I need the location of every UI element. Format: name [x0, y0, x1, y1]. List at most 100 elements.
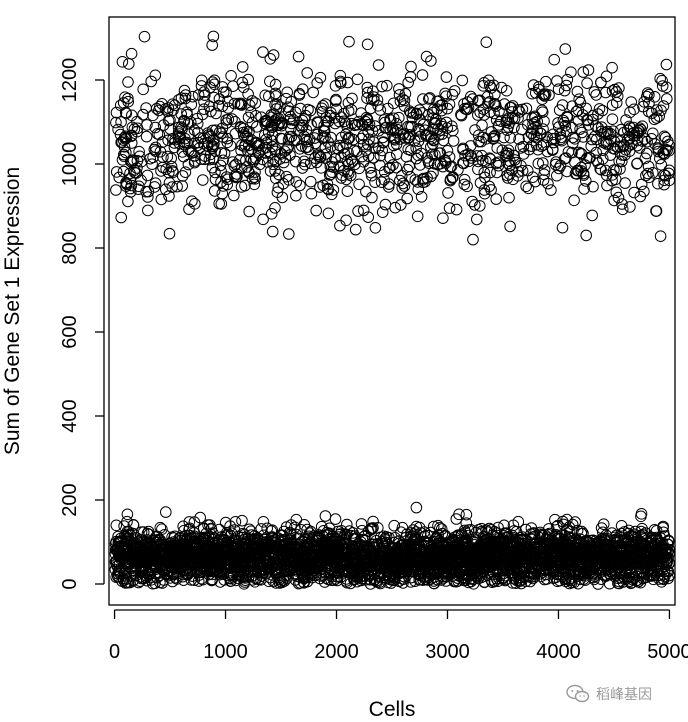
data-point	[206, 541, 218, 553]
data-point	[419, 530, 431, 543]
data-point	[147, 534, 160, 547]
data-point	[209, 173, 222, 186]
data-point	[353, 178, 365, 191]
data-point	[575, 161, 587, 174]
data-point	[456, 74, 469, 87]
data-point	[269, 165, 281, 177]
data-point	[447, 171, 459, 183]
data-point	[485, 184, 497, 196]
data-point	[195, 80, 208, 92]
data-point	[558, 153, 571, 165]
data-point	[501, 564, 513, 577]
data-point	[185, 98, 198, 111]
data-point	[490, 572, 503, 585]
data-point	[149, 121, 162, 134]
data-point	[473, 135, 485, 148]
data-point	[225, 548, 238, 560]
data-point	[198, 103, 210, 115]
data-point	[155, 193, 168, 206]
data-point	[278, 525, 290, 538]
data-point	[379, 532, 392, 545]
data-point	[459, 548, 471, 560]
data-point	[140, 541, 153, 554]
data-point	[172, 130, 185, 142]
data-point	[520, 180, 532, 193]
data-point	[481, 533, 494, 546]
data-point	[443, 151, 456, 163]
data-point	[595, 163, 607, 176]
data-point	[609, 534, 621, 547]
data-point	[230, 158, 242, 171]
data-point	[114, 567, 126, 580]
data-point	[447, 135, 460, 147]
data-point	[631, 158, 643, 170]
data-point	[519, 550, 532, 562]
data-point	[119, 577, 132, 589]
data-point	[598, 561, 611, 574]
data-point	[230, 168, 243, 180]
data-point	[264, 165, 277, 177]
data-point	[248, 544, 260, 557]
data-point	[206, 124, 219, 137]
data-point	[626, 531, 639, 544]
data-point	[495, 115, 507, 127]
data-point	[559, 43, 572, 55]
data-point	[462, 155, 475, 168]
data-point	[242, 88, 254, 100]
data-point	[490, 100, 502, 112]
data-point	[504, 220, 516, 233]
data-point	[207, 564, 219, 577]
data-point	[491, 166, 503, 179]
data-point	[145, 75, 157, 88]
data-point	[296, 83, 309, 95]
data-point	[388, 139, 400, 152]
data-point	[474, 200, 486, 212]
data-point	[457, 142, 469, 155]
data-point	[368, 151, 380, 164]
data-point	[540, 534, 553, 546]
data-point	[614, 163, 626, 175]
data-point	[532, 157, 545, 170]
data-point	[175, 92, 188, 104]
data-point	[424, 566, 437, 579]
data-point	[428, 103, 440, 115]
data-point	[147, 109, 159, 122]
data-point	[257, 46, 269, 58]
data-point	[250, 543, 263, 555]
data-point	[298, 113, 311, 125]
data-point	[284, 540, 297, 552]
data-point	[417, 118, 430, 131]
data-point	[662, 135, 674, 148]
data-point	[560, 79, 573, 92]
data-point	[478, 187, 491, 200]
data-point	[199, 150, 211, 162]
data-point	[237, 122, 250, 135]
data-point	[148, 143, 161, 156]
data-point	[360, 185, 372, 198]
data-point	[581, 114, 594, 127]
data-point	[134, 570, 147, 583]
data-point	[398, 100, 411, 112]
data-point	[179, 136, 191, 149]
data-point	[401, 192, 414, 205]
data-point	[161, 540, 174, 553]
data-point	[396, 547, 409, 560]
data-point	[175, 108, 187, 120]
data-point	[220, 114, 232, 126]
data-point	[249, 576, 261, 588]
data-point	[410, 520, 423, 533]
data-point	[413, 123, 425, 135]
data-point	[457, 564, 469, 577]
data-point	[322, 182, 334, 195]
data-point	[400, 150, 413, 163]
data-point	[649, 550, 662, 563]
data-point	[374, 159, 386, 172]
data-point	[405, 60, 417, 73]
data-point	[154, 521, 167, 534]
data-point	[504, 551, 517, 563]
data-point	[428, 563, 440, 576]
data-point	[376, 206, 389, 218]
data-point	[141, 550, 153, 562]
data-point	[444, 174, 457, 187]
data-point	[283, 565, 295, 578]
